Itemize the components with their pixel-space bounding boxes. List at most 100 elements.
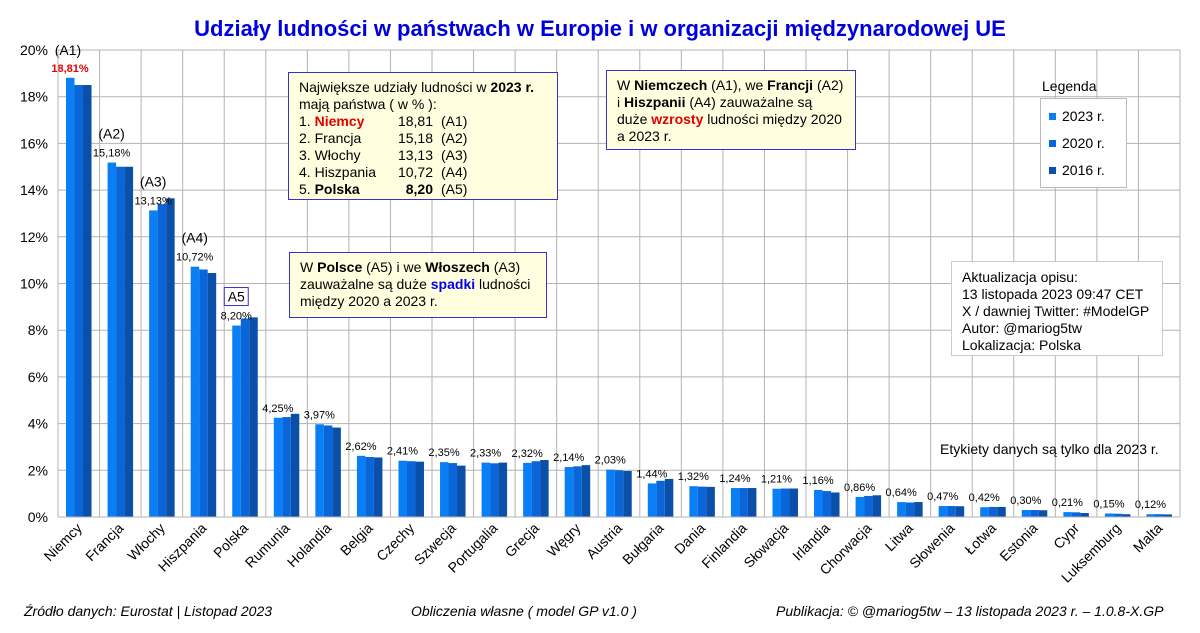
top5-code: (A5): [441, 181, 468, 197]
data-label: 1,44%: [636, 468, 667, 480]
top5-country: Francja: [314, 130, 362, 146]
bar: [1104, 513, 1114, 517]
update-line: Autor: @mariog5tw: [962, 320, 1083, 336]
top5-code: (A4): [441, 164, 468, 180]
bar: [997, 506, 1006, 517]
bar: [872, 495, 882, 517]
x-tick-label: Słowacja: [740, 520, 791, 571]
y-tick-label: 4%: [28, 416, 48, 432]
bar: [747, 488, 757, 517]
bar: [157, 204, 167, 518]
bars: [66, 77, 1172, 518]
footer-publication: Publikacja: © @mariog5tw – 13 listopada …: [776, 603, 1164, 619]
bar: [988, 506, 998, 517]
x-tick-label: Dania: [671, 520, 708, 557]
bar: [107, 162, 117, 517]
bar: [282, 417, 291, 517]
x-tick-label: Węgry: [544, 520, 584, 560]
bar: [1154, 514, 1164, 517]
update-info-box: Aktualizacja opisu: 13 listopada 2023 09…: [951, 261, 1163, 356]
bar: [240, 318, 250, 517]
y-tick-label: 12%: [20, 229, 48, 245]
bar: [706, 486, 715, 517]
growth-country: Hiszpanii: [624, 94, 686, 110]
bar: [1113, 513, 1122, 517]
growth-highlight: wzrosty: [651, 111, 704, 127]
bar: [914, 502, 923, 517]
top5-row: 5. Polska 8,20 (A5): [299, 181, 547, 198]
bar: [1030, 509, 1039, 517]
data-label: 10,72%: [176, 252, 214, 264]
legend-label: 2020 r.: [1062, 135, 1105, 151]
y-tick-label: 14%: [20, 182, 48, 198]
data-label: 0,47%: [927, 491, 958, 503]
legend-swatch-2023: [1049, 112, 1056, 120]
top5-value: 13,13: [397, 147, 433, 163]
growth-country: Francji: [767, 77, 814, 93]
top5-rank: 3.: [299, 147, 311, 163]
data-label: 2,35%: [428, 447, 459, 459]
data-label: 0,12%: [1135, 499, 1166, 511]
top5-rank: 5.: [299, 181, 311, 197]
bar: [938, 506, 948, 517]
footer-source: Źródło danych: Eurostat | Listopad 2023: [24, 603, 273, 619]
bar: [66, 77, 75, 517]
rank-label: (A4): [181, 230, 207, 246]
bar: [980, 507, 989, 517]
bar: [855, 496, 865, 517]
top5-code: (A3): [441, 147, 468, 163]
bar: [623, 471, 632, 517]
bar: [831, 492, 840, 517]
x-tick-label: Cypr: [1050, 520, 1082, 552]
bar: [730, 488, 740, 517]
x-tick-label: Bułgaria: [619, 520, 667, 568]
bar: [581, 465, 591, 517]
top5-rank: 1.: [299, 113, 311, 129]
bar: [398, 460, 407, 517]
bar: [656, 480, 665, 517]
update-line: 13 listopada 2023 09:47 CET: [962, 286, 1144, 302]
footer-calculation: Obliczenia własne ( model GP v1.0 ): [411, 603, 637, 619]
bar: [864, 495, 873, 517]
top5-row: 3. Włochy 13,13 (A3): [299, 147, 547, 164]
bar: [249, 317, 258, 517]
bar: [647, 483, 657, 517]
x-tick-label: Holandia: [284, 520, 335, 571]
top5-code: (A2): [441, 130, 468, 146]
top5-country: Włochy: [314, 147, 361, 163]
data-label: 0,15%: [1093, 498, 1124, 510]
top5-rank: 4.: [299, 164, 311, 180]
bar: [481, 462, 491, 517]
top5-code: (A1): [441, 113, 468, 129]
drop-text: (A5) i we: [362, 259, 426, 275]
rank-label: (A1): [55, 42, 81, 58]
growth-text: i: [617, 94, 624, 110]
legend: 2023 r. 2020 r. 2016 r.: [1040, 98, 1127, 188]
drop-text: zauważalne są duże: [300, 276, 431, 292]
x-tick-label: Polska: [210, 520, 251, 561]
x-tick-label: Rumunia: [242, 520, 293, 571]
bar: [149, 210, 158, 518]
bar: [1063, 512, 1072, 517]
bar: [190, 266, 200, 517]
data-label: 3,97%: [304, 409, 335, 421]
x-tick-label: Litwa: [882, 520, 917, 555]
bar: [232, 325, 241, 517]
data-label: 1,32%: [678, 471, 709, 483]
bar: [1146, 514, 1155, 517]
drop-highlight: spadki: [430, 276, 476, 292]
data-label: 0,42%: [969, 492, 1000, 504]
x-tick-label: Łotwa: [961, 520, 999, 558]
growth-text: W: [617, 77, 635, 93]
top5-row: 1. Niemcy 18,81 (A1): [299, 113, 547, 130]
bar: [1021, 509, 1031, 517]
bar: [290, 413, 300, 517]
x-tick-label: Francja: [82, 520, 126, 564]
y-tick-label: 18%: [20, 89, 48, 105]
data-label: 0,30%: [1010, 495, 1041, 507]
legend-swatch-2016: [1049, 166, 1056, 174]
legend-title: Legenda: [1042, 78, 1097, 94]
top5-value: 18,81: [397, 113, 433, 129]
bar: [1071, 512, 1081, 517]
data-label: 13,13%: [134, 195, 172, 207]
